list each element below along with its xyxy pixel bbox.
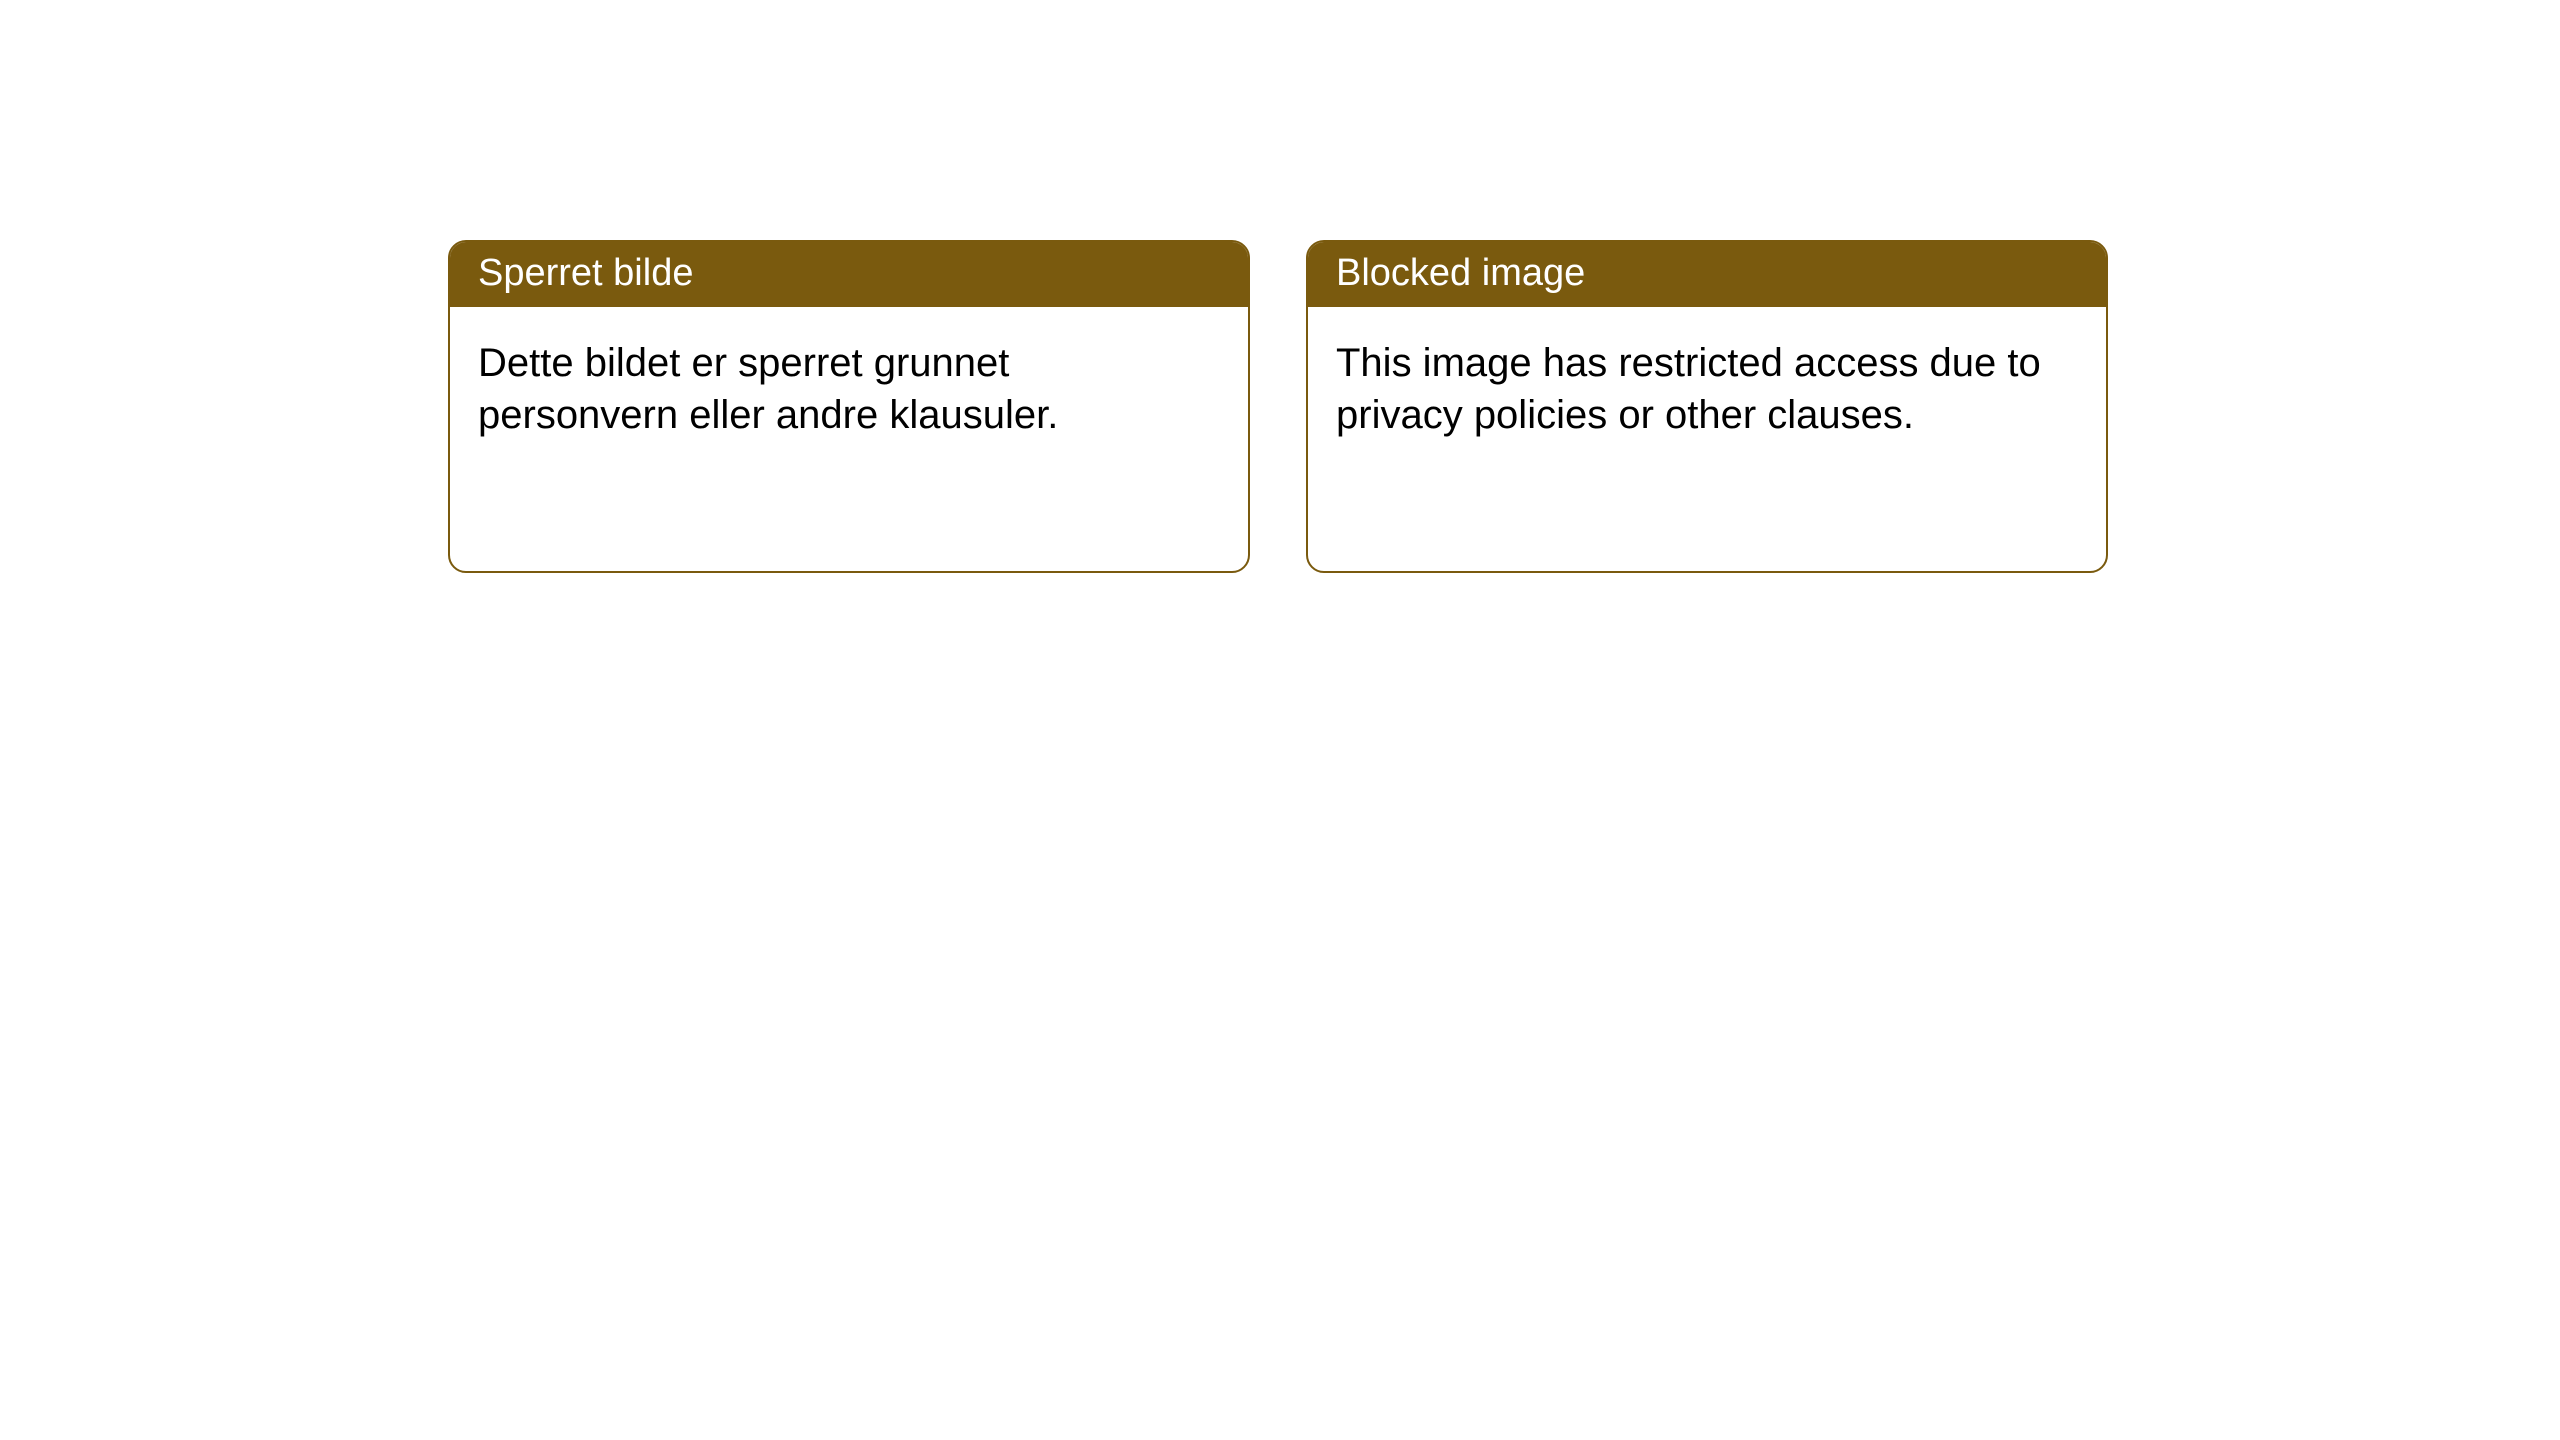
notice-card-english: Blocked image This image has restricted … xyxy=(1306,240,2108,573)
card-body: This image has restricted access due to … xyxy=(1308,307,2106,469)
card-title: Sperret bilde xyxy=(478,252,693,294)
card-body: Dette bildet er sperret grunnet personve… xyxy=(450,307,1248,469)
notice-card-norwegian: Sperret bilde Dette bildet er sperret gr… xyxy=(448,240,1250,573)
card-header: Blocked image xyxy=(1308,242,2106,307)
card-body-text: Dette bildet er sperret grunnet personve… xyxy=(478,341,1058,437)
card-body-text: This image has restricted access due to … xyxy=(1336,341,2041,437)
card-title: Blocked image xyxy=(1336,252,1585,294)
notice-container: Sperret bilde Dette bildet er sperret gr… xyxy=(0,0,2560,573)
card-header: Sperret bilde xyxy=(450,242,1248,307)
